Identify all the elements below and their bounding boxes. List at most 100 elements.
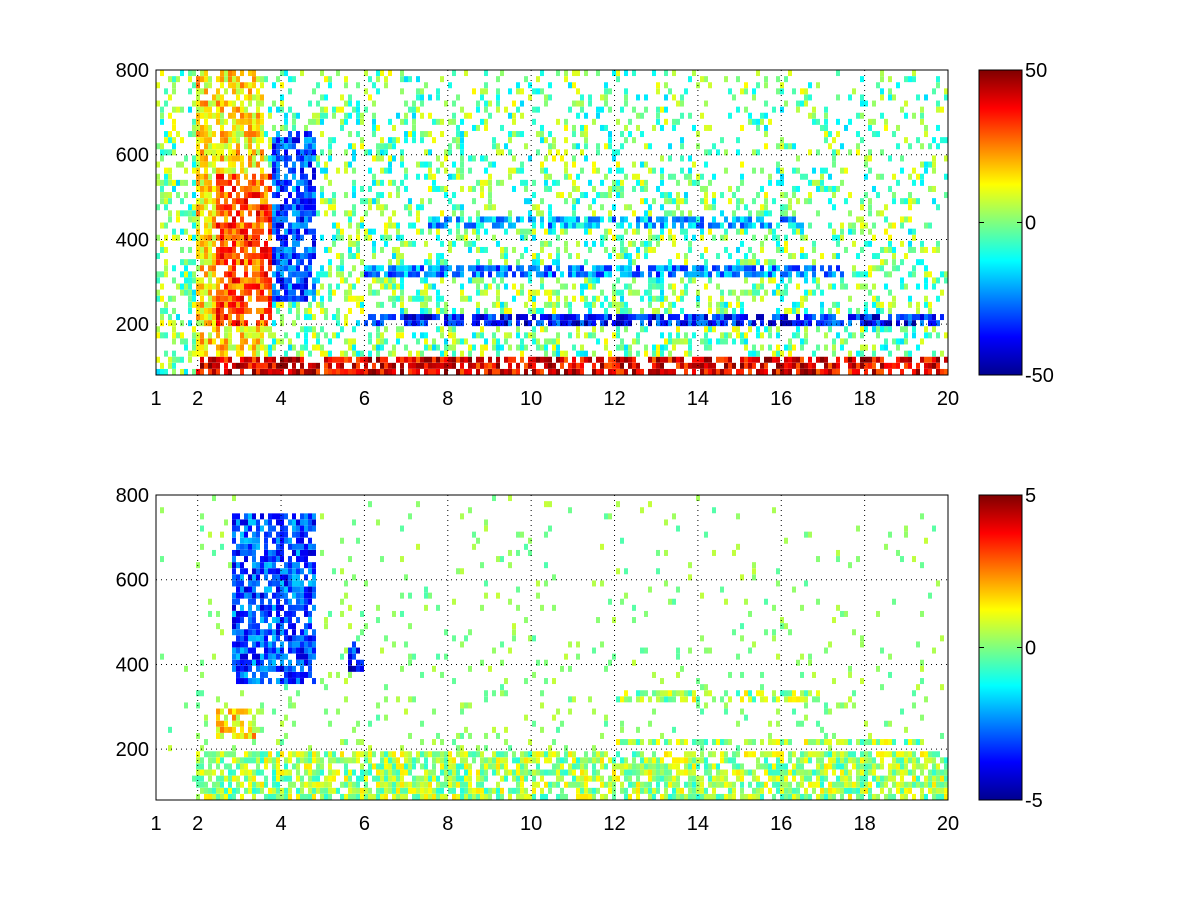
- heatmap-cell: [596, 271, 600, 278]
- heatmap-cell: [924, 277, 928, 284]
- heatmap-cell: [672, 222, 676, 229]
- heatmap-cell: [800, 356, 804, 363]
- heatmap-cell: [692, 70, 696, 77]
- heatmap-cell: [248, 289, 252, 296]
- heatmap-cell: [492, 204, 496, 211]
- heatmap-cell: [708, 277, 712, 284]
- heatmap-cell: [544, 228, 548, 235]
- heatmap-cell: [236, 610, 240, 617]
- heatmap-cell: [240, 568, 244, 575]
- heatmap-cell: [912, 246, 916, 253]
- heatmap-cell: [540, 356, 544, 363]
- heatmap-cell: [776, 246, 780, 253]
- heatmap-cell: [436, 228, 440, 235]
- heatmap-cell: [228, 131, 232, 138]
- heatmap-cell: [644, 216, 648, 223]
- heatmap-cell: [364, 271, 368, 278]
- heatmap-cell: [292, 198, 296, 205]
- heatmap-cell: [264, 253, 268, 260]
- heatmap-cell: [480, 265, 484, 272]
- heatmap-cell: [240, 283, 244, 290]
- heatmap-cell: [748, 222, 752, 229]
- heatmap-cell: [268, 137, 272, 144]
- heatmap-cell: [768, 326, 772, 333]
- heatmap-cell: [312, 635, 316, 642]
- heatmap-cell: [588, 222, 592, 229]
- heatmap-cell: [820, 289, 824, 296]
- heatmap-cell: [420, 94, 424, 101]
- heatmap-cell: [752, 234, 756, 241]
- heatmap-cell: [884, 344, 888, 351]
- heatmap-cell: [868, 228, 872, 235]
- heatmap-cell: [404, 76, 408, 83]
- heatmap-cell: [240, 690, 244, 697]
- heatmap-cell: [876, 265, 880, 272]
- heatmap-cell: [288, 143, 292, 150]
- heatmap-cell: [916, 94, 920, 101]
- heatmap-cell: [320, 192, 324, 199]
- heatmap-cell: [288, 586, 292, 593]
- heatmap-cell: [760, 204, 764, 211]
- heatmap-cell: [176, 314, 180, 321]
- heatmap-cell: [752, 271, 756, 278]
- heatmap-cell: [480, 344, 484, 351]
- heatmap-cell: [632, 161, 636, 168]
- heatmap-cell: [632, 137, 636, 144]
- heatmap-cell: [384, 362, 388, 369]
- heatmap-cell: [656, 344, 660, 351]
- heatmap-cell: [628, 356, 632, 363]
- heatmap-cell: [340, 277, 344, 284]
- heatmap-cell: [436, 289, 440, 296]
- heatmap-cell: [524, 301, 528, 308]
- heatmap-cell: [604, 265, 608, 272]
- heatmap-cell: [476, 259, 480, 266]
- heatmap-cell: [316, 271, 320, 278]
- heatmap-cell: [180, 179, 184, 186]
- heatmap-cell: [308, 549, 312, 556]
- heatmap-cell: [580, 94, 584, 101]
- heatmap-cell: [532, 368, 536, 375]
- heatmap-cell: [400, 277, 404, 284]
- heatmap-cell: [472, 344, 476, 351]
- heatmap-cell: [608, 253, 612, 260]
- heatmap-cell: [196, 301, 200, 308]
- heatmap-cell: [332, 192, 336, 199]
- heatmap-cell: [416, 88, 420, 95]
- heatmap-cell: [332, 222, 336, 229]
- heatmap-cell: [796, 320, 800, 327]
- heatmap-cell: [344, 277, 348, 284]
- heatmap-cell: [168, 131, 172, 138]
- heatmap-cell: [396, 332, 400, 339]
- heatmap-cell: [376, 344, 380, 351]
- heatmap-cell: [308, 271, 312, 278]
- heatmap-cell: [888, 320, 892, 327]
- heatmap-cell: [804, 295, 808, 302]
- heatmap-cell: [496, 265, 500, 272]
- heatmap-cell: [332, 234, 336, 241]
- heatmap-cell: [348, 283, 352, 290]
- heatmap-cell: [560, 350, 564, 357]
- heatmap-cell: [912, 167, 916, 174]
- heatmap-cell: [860, 228, 864, 235]
- heatmap-cell: [668, 271, 672, 278]
- heatmap-cell: [604, 143, 608, 150]
- heatmap-cell: [308, 314, 312, 321]
- heatmap-cell: [256, 580, 260, 587]
- heatmap-cell: [232, 513, 236, 520]
- heatmap-cell: [296, 763, 300, 770]
- heatmap-cell: [312, 173, 316, 180]
- heatmap-cell: [660, 344, 664, 351]
- heatmap-cell: [392, 179, 396, 186]
- heatmap-cell: [688, 155, 692, 162]
- heatmap-cell: [280, 537, 284, 544]
- heatmap-cell: [264, 131, 268, 138]
- heatmap-cell: [756, 356, 760, 363]
- heatmap-cell: [556, 350, 560, 357]
- heatmap-cell: [576, 222, 580, 229]
- heatmap-cell: [220, 222, 224, 229]
- heatmap-cell: [256, 332, 260, 339]
- heatmap-cell: [940, 314, 944, 321]
- heatmap-cell: [160, 307, 164, 314]
- heatmap-cell: [220, 720, 224, 727]
- heatmap-cell: [184, 368, 188, 375]
